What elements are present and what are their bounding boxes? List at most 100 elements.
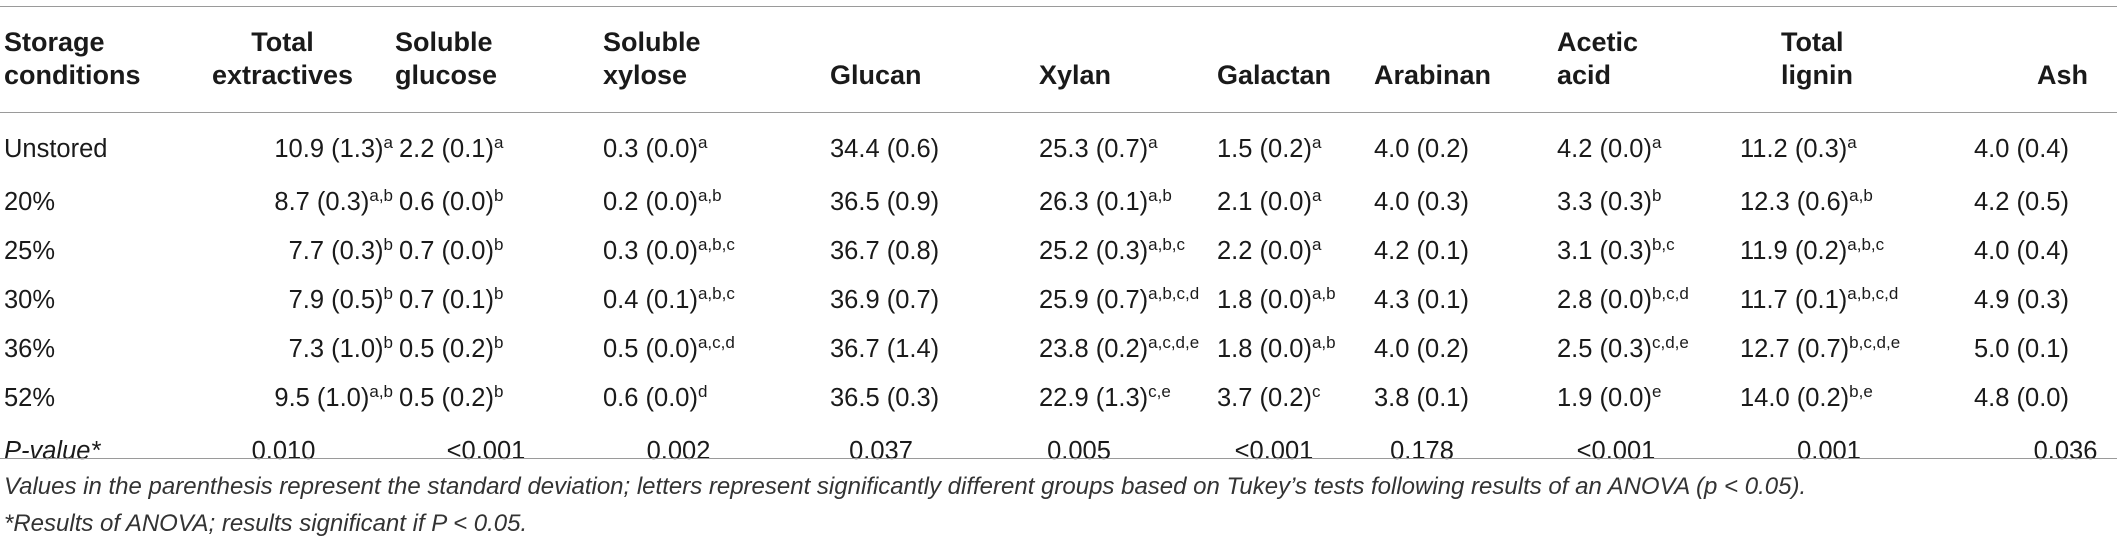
significance-letters: b,c <box>1651 235 1675 254</box>
table-row: 30% 7.9 (0.5)b 0.7 (0.1)b 0.4 (0.1)a,b,c 36.… <box>0 276 2117 325</box>
data-table: Storage conditions Total extractives Solub… <box>0 6 2117 479</box>
table-cell: 36.5 (0.3) <box>824 374 1014 423</box>
table-cell: 25.3 (0.7)a <box>1014 112 1204 178</box>
cell-value: 4.9 (0.3) <box>1974 286 2069 314</box>
table-cell: 7.9 (0.5)b <box>200 276 395 325</box>
cell-value: 0.2 (0.0) <box>603 188 698 216</box>
table-cell: 2.2 (0.1)a <box>395 112 597 178</box>
table-cell: 0.7 (0.0)b <box>395 227 597 276</box>
significance-letters: b <box>493 235 504 254</box>
cell-value: 25.2 (0.3) <box>1039 237 1149 265</box>
cell-value: 36.5 (0.9) <box>830 188 940 216</box>
significance-letters: b,c,d,e <box>1849 333 1901 352</box>
significance-letters: b <box>493 186 504 205</box>
cell-value: 0.3 (0.0) <box>603 134 698 163</box>
table-cell: 4.2 (0.5) <box>1974 178 2117 227</box>
table-cell: 22.9 (1.3)c,e <box>1014 374 1204 423</box>
cell-value: 4.3 (0.1) <box>1374 286 1469 314</box>
row-label: 30% <box>4 286 56 314</box>
table-cell: 25.9 (0.7)a,b,c,d <box>1014 276 1204 325</box>
cell-value: 1.8 (0.0) <box>1217 335 1312 363</box>
table-cell: 1.8 (0.0)a,b <box>1204 325 1364 374</box>
table-top-rule <box>0 6 2117 7</box>
significance-letters: a,c,d <box>697 333 735 352</box>
table-cell: 36.7 (1.4) <box>824 325 1014 374</box>
row-label: 20% <box>4 188 56 216</box>
row-label: Unstored <box>4 134 108 163</box>
footnote-anova: *Results of ANOVA; results significant i… <box>4 510 528 537</box>
p-value-cell: 0.005 <box>1047 436 1111 465</box>
table-cell: 25.2 (0.3)a,b,c <box>1014 227 1204 276</box>
cell-value: 36.9 (0.7) <box>830 286 940 314</box>
header-ash: Ash <box>2037 60 2089 90</box>
significance-letters: b <box>493 284 504 303</box>
table-cell: 12.3 (0.6)a,b <box>1736 178 1974 227</box>
significance-letters: c,e <box>1148 382 1171 401</box>
table-cell: 4.0 (0.4) <box>1974 227 2117 276</box>
significance-letters: b,c,d <box>1651 284 1689 303</box>
significance-letters: a,b <box>1148 186 1172 205</box>
p-value-cell: 0.010 <box>251 436 316 465</box>
table-cell: 14.0 (0.2)b,e <box>1736 374 1974 423</box>
table-cell: 23.8 (0.2)a,c,d,e <box>1014 325 1204 374</box>
cell-value: 0.6 (0.0) <box>399 188 494 216</box>
significance-letters: a <box>1311 186 1322 205</box>
table-cell: 4.0 (0.2) <box>1364 325 1536 374</box>
significance-letters: a <box>493 132 504 152</box>
cell-value: 0.7 (0.1) <box>399 286 494 314</box>
significance-letters: a,b,c <box>697 284 735 303</box>
cell-value: 7.3 (1.0) <box>288 335 384 363</box>
significance-letters: a,b,c,d <box>1847 284 1899 303</box>
table-cell: 4.0 (0.3) <box>1364 178 1536 227</box>
significance-letters: a,b <box>369 186 393 205</box>
header-soluble-xylose: Soluble xylose <box>603 27 701 90</box>
cell-value: 3.3 (0.3) <box>1557 188 1652 216</box>
table-cell: 1.5 (0.2)a <box>1204 112 1364 178</box>
table-cell: 7.7 (0.3)b <box>200 227 395 276</box>
cell-value: 1.5 (0.2) <box>1217 134 1312 163</box>
cell-value: 3.7 (0.2) <box>1217 384 1312 412</box>
cell-value: 25.3 (0.7) <box>1039 134 1149 163</box>
cell-value: 12.7 (0.7) <box>1740 335 1850 363</box>
significance-letters: c <box>1311 382 1321 401</box>
cell-value: 2.5 (0.3) <box>1557 335 1652 363</box>
cell-value: 2.8 (0.0) <box>1557 286 1652 314</box>
header-row: Storage conditions Total extractives Solub… <box>0 6 2117 112</box>
significance-letters: b <box>383 284 393 303</box>
p-value-cell: <0.001 <box>446 436 526 465</box>
p-value-cell: 0.001 <box>1797 436 1861 465</box>
significance-letters: a,b <box>1311 284 1336 303</box>
significance-letters: a <box>1148 132 1158 152</box>
significance-letters: a <box>1311 132 1322 152</box>
cell-value: 1.9 (0.0) <box>1557 384 1652 412</box>
table-cell: 2.1 (0.0)a <box>1204 178 1364 227</box>
table-cell: 1.9 (0.0)e <box>1536 374 1736 423</box>
table-cell: 2.2 (0.0)a <box>1204 227 1364 276</box>
cell-value: 22.9 (1.3) <box>1039 384 1149 412</box>
p-value-cell: 0.037 <box>849 436 913 465</box>
row-label: 36% <box>4 335 56 363</box>
significance-letters: b <box>493 382 504 401</box>
significance-letters: a,b <box>1311 333 1336 352</box>
cell-value: 10.9 (1.3) <box>274 134 384 163</box>
significance-letters: b <box>383 235 393 254</box>
table-row: 20% 8.7 (0.3)a,b 0.6 (0.0)b 0.2 (0.0)a,b 36.… <box>0 178 2117 227</box>
table-cell: 3.1 (0.3)b,c <box>1536 227 1736 276</box>
table-cell: 36.9 (0.7) <box>824 276 1014 325</box>
p-value-cell: 0.036 <box>2033 436 2098 465</box>
table-cell: 26.3 (0.1)a,b <box>1014 178 1204 227</box>
cell-value: 11.2 (0.3) <box>1740 134 1848 163</box>
significance-letters: b,e <box>1849 382 1873 401</box>
cell-value: 0.5 (0.2) <box>399 335 494 363</box>
significance-letters: a,c,d,e <box>1148 333 1200 352</box>
p-value-cell: <0.001 <box>1234 436 1314 465</box>
table-cell: 11.9 (0.2)a,b,c <box>1736 227 1974 276</box>
table-cell: 0.7 (0.1)b <box>395 276 597 325</box>
table-cell: 3.7 (0.2)c <box>1204 374 1364 423</box>
p-value-cell: 0.002 <box>646 436 711 465</box>
cell-value: 25.9 (0.7) <box>1039 286 1149 314</box>
table-cell: 0.5 (0.0)a,c,d <box>597 325 824 374</box>
header-acetic-acid: Acetic acid <box>1557 27 1639 90</box>
cell-value: 11.7 (0.1) <box>1740 286 1848 314</box>
significance-letters: c,d,e <box>1651 333 1689 352</box>
